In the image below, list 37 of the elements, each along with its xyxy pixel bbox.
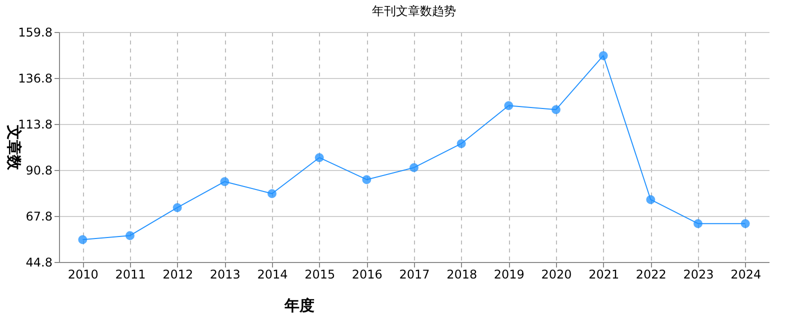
- point: [268, 189, 276, 198]
- point: [78, 235, 88, 244]
- y-tick-label: 67.8: [26, 210, 52, 224]
- y-tick-label: 44.8: [26, 256, 52, 270]
- point: [694, 219, 702, 228]
- x-tick-label: 2018: [446, 268, 478, 282]
- x-tick-label: 2022: [636, 268, 666, 282]
- x-axis-title: 年度: [284, 296, 314, 314]
- x-tick-label: 2013: [210, 268, 240, 282]
- x-tick-label: 2024: [730, 268, 762, 282]
- x-tick-label: 2011: [115, 268, 146, 282]
- point: [646, 195, 656, 204]
- point: [456, 139, 466, 148]
- point: [126, 231, 134, 240]
- point: [598, 51, 608, 60]
- point: [172, 203, 182, 212]
- x-tick-label: 2014: [257, 268, 288, 282]
- x-tick-label: 2019: [494, 268, 524, 282]
- x-tick-label: 2021: [588, 268, 620, 282]
- chart-title: 年刊文章数趋势: [372, 4, 456, 18]
- x-tick-label: 2017: [399, 268, 430, 282]
- y-tick-label: 136.8: [18, 72, 52, 86]
- x-tick-label: 2012: [162, 268, 194, 282]
- point: [410, 163, 418, 172]
- x-tick-label: 2016: [352, 268, 382, 282]
- point: [220, 177, 230, 186]
- point: [552, 105, 560, 114]
- x-tick-label: 2023: [683, 268, 714, 282]
- point: [504, 101, 514, 110]
- x-tick-label: 2010: [68, 268, 98, 282]
- y-tick-label: 90.8: [26, 164, 52, 178]
- point: [314, 153, 324, 162]
- point: [362, 175, 372, 184]
- point: [740, 219, 750, 228]
- x-tick-label: 2015: [304, 268, 336, 282]
- y-tick-label: 159.8: [18, 26, 52, 40]
- x-tick-label: 2020: [541, 268, 572, 282]
